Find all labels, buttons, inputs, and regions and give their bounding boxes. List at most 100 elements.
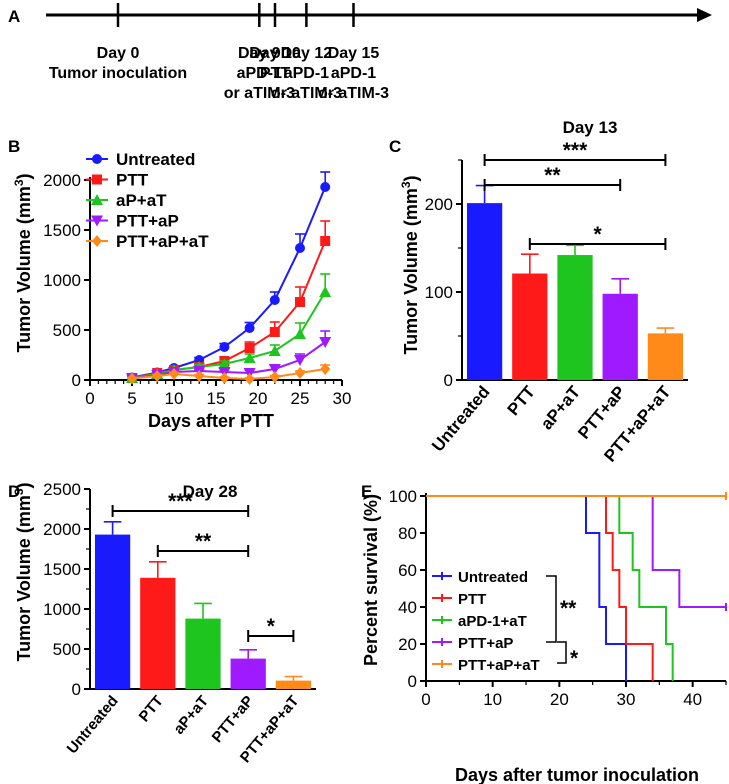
data-point-ptt-plus-ap-plus-at (320, 363, 331, 375)
data-point-untreated (320, 182, 331, 192)
data-point-untreated (219, 342, 230, 352)
x-tick-label: 25 (291, 389, 310, 408)
x-tick-label: 0 (85, 389, 94, 408)
y-tick-label: 0 (72, 371, 81, 390)
timeline-event-label: Day 9 (238, 45, 281, 62)
panel-b-plot: 0 500 1000 1500 2000 0 5 10 15 20 25 30 Untreated PTT… (43, 150, 351, 408)
legend-label: aPD-1+aT (458, 613, 527, 630)
timeline-event-label: Day 10 (249, 45, 301, 62)
panel-e-y-axis-label: Percent survival (%) (361, 494, 381, 666)
x-tick-label: 40 (683, 690, 702, 709)
significance-label: *** (563, 139, 588, 162)
data-point-ptt (295, 297, 305, 307)
data-point-untreated (269, 295, 280, 305)
x-tick-label: 20 (550, 690, 569, 709)
y-tick-label: 1000 (43, 600, 81, 619)
legend-label: Untreated (458, 569, 528, 586)
panel-b-x-axis-label: Days after PTT (148, 411, 274, 431)
bar-ap-plus-at (557, 255, 593, 380)
x-category-label: aP+aT (170, 693, 212, 738)
y-tick-label: 20 (398, 635, 417, 654)
legend-label: PTT+aP+aT (458, 657, 540, 674)
timeline-event-label: or aTIM-3 (224, 85, 295, 102)
data-point-ap-plus-at (218, 358, 231, 369)
panel-c-title: Day 13 (563, 118, 618, 137)
y-tick-label: 1500 (43, 560, 81, 579)
data-point-ap-plus-at (319, 286, 332, 297)
significance-label: ** (560, 597, 577, 620)
x-tick-label: 20 (249, 389, 268, 408)
y-tick-label: 2000 (43, 520, 81, 539)
panel-e-letter: E (361, 482, 372, 501)
data-point-ptt (269, 327, 280, 337)
timeline-event-label: PTT (260, 65, 290, 82)
y-tick-label: 1000 (43, 271, 81, 290)
timeline-event-label: or aTIM-3 (271, 85, 342, 102)
x-tick-label: 10 (483, 690, 502, 709)
timeline-event-label: Day 12 (281, 45, 333, 62)
data-point-ptt-plus-ap (319, 337, 332, 348)
data-point-ptt-plus-ap-plus-at (194, 370, 205, 382)
y-tick-label: 500 (53, 321, 81, 340)
bar-ptt-plus-ap-plus-at (275, 680, 312, 689)
x-category-label: Untreated (64, 693, 122, 758)
panel-d-letter: D (8, 482, 20, 501)
panel-c-day13-bars: C Day 13 Tumor Volume (mm3) 0 100 200 Untre… (389, 118, 688, 466)
data-point-ptt-plus-ap-plus-at (244, 373, 255, 385)
panel-b-growth-curve: B Tumor Volume (mm3) Days after PTT 0500… (8, 137, 351, 431)
timeline-event-label: Tumor inoculation (49, 65, 187, 82)
data-point-ptt-plus-ap-plus-at (295, 367, 305, 379)
legend-background (429, 563, 555, 673)
significance-bracket (546, 575, 557, 643)
timeline-event-label: aPD-1 (331, 65, 376, 82)
bar-untreated (94, 534, 131, 689)
significance-label: * (594, 223, 603, 246)
timeline-event-label: Day 15 (328, 45, 380, 62)
data-point-ptt (244, 343, 255, 353)
bar-ptt (140, 577, 176, 689)
x-tick-label: 30 (617, 690, 636, 709)
bar-ptt-plus-ap (602, 293, 638, 380)
legend-label: aP+aT (116, 191, 167, 210)
data-point-ptt-plus-ap-plus-at (269, 371, 280, 383)
legend-label: PTT (458, 591, 486, 608)
x-category-label: PTT+aP (209, 693, 258, 746)
x-tick-label: 0 (421, 690, 430, 709)
panel-e-survival: E Percent survival (%) Days after tumor … (361, 482, 727, 784)
legend-marker-ap-plus-at (91, 194, 103, 205)
significance-label: ** (544, 164, 561, 187)
panel-d-day28-bars: D Day 28 Tumor Volume (mm3) 0 500 1000 1500… (8, 480, 316, 766)
y-tick-label: 500 (53, 640, 81, 659)
bar-ptt-plus-ap-plus-at (647, 333, 684, 380)
legend-label: PTT+aP+aT (116, 232, 209, 251)
y-tick-label: 1500 (43, 221, 81, 240)
data-point-ap-plus-at (268, 345, 281, 356)
data-point-ptt-plus-ap-plus-at (127, 372, 137, 385)
data-point-ptt-plus-ap-plus-at (219, 372, 230, 384)
data-point-untreated (295, 243, 305, 253)
survival-curve-apd-1-plus-at (426, 495, 674, 681)
y-tick-label: 2000 (43, 171, 81, 190)
x-tick-label: 30 (333, 389, 352, 408)
data-point-ap-plus-at (294, 328, 306, 339)
survival-curve-ptt (426, 495, 654, 681)
x-tick-label: 10 (165, 389, 184, 408)
legend-marker-untreated (92, 154, 102, 164)
significance-label: * (570, 647, 579, 670)
data-point-ptt-plus-ap (268, 364, 281, 375)
x-category-label: PTT (136, 693, 167, 726)
legend-label: Untreated (116, 150, 195, 169)
panel-e-plot: 0 20 40 60 80 100 0 10 20 30 40 Untreated PTT aPD-1+a… (389, 487, 727, 709)
y-tick-label: 200 (425, 195, 453, 214)
panel-b-letter: B (8, 137, 20, 156)
bar-ap-plus-at (185, 618, 221, 689)
data-point-ptt-plus-ap (294, 355, 306, 366)
x-category-label: PTT (504, 382, 540, 419)
panel-d-plot: 0 500 1000 1500 2000 2500 Untreated PTT aP+aTPTT… (43, 480, 316, 766)
timeline-arrowhead (697, 8, 712, 22)
x-category-label: Untreated (428, 382, 494, 455)
